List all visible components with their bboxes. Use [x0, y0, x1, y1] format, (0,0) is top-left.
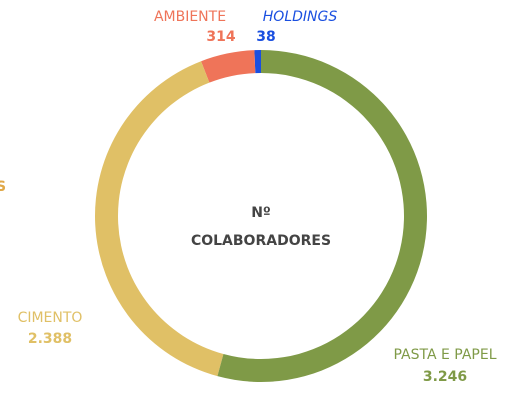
legend-label: PASTA E PAPEL [393, 347, 496, 363]
donut-segment [201, 50, 256, 83]
center-text: COLABORADORES [191, 233, 331, 249]
legend-label: CIMENTO [18, 310, 83, 326]
donut-segment [95, 61, 224, 377]
center-text: Nº [251, 205, 271, 221]
donut-segment [217, 50, 427, 383]
value-label: 314 [206, 29, 235, 45]
donut-segment [254, 50, 261, 74]
value-label: 2.388 [28, 331, 72, 347]
legend-label: HOLDINGS [263, 9, 338, 25]
value-label: 38 [256, 29, 275, 45]
value-label: 3.246 [423, 369, 467, 385]
cut-off-annotation: S [0, 179, 6, 195]
legend-label: AMBIENTE [154, 9, 226, 25]
